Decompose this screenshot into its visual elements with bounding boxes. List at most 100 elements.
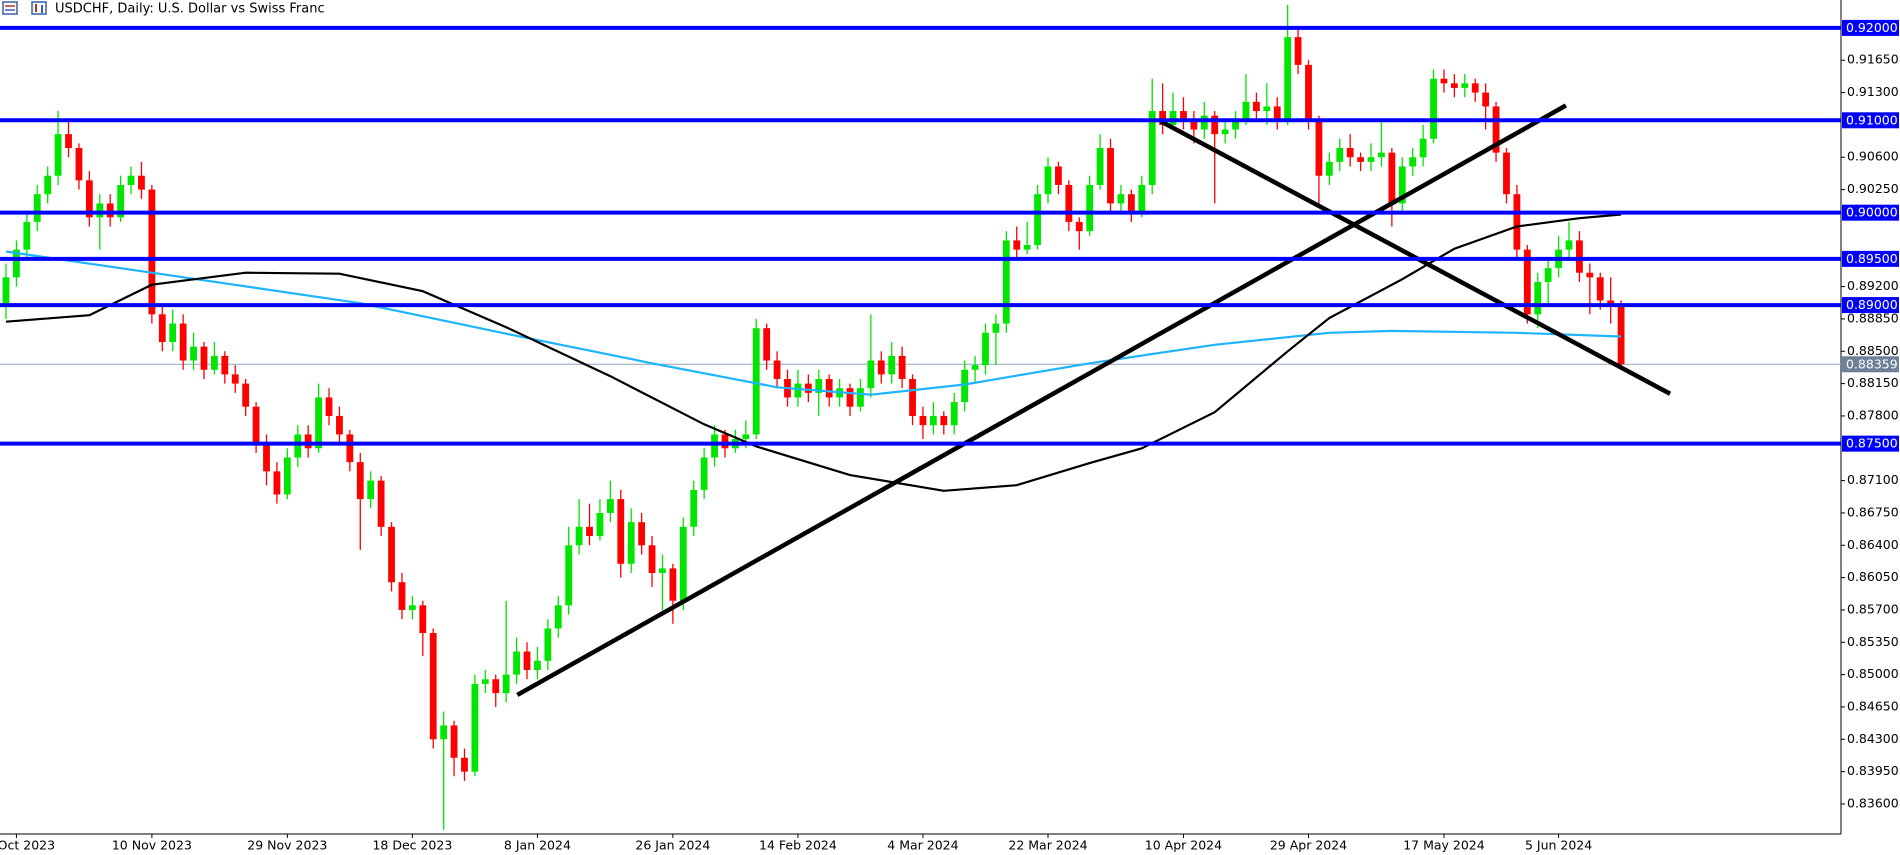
candle-body <box>846 388 854 407</box>
candle-body <box>1305 64 1312 121</box>
chart-title: USDCHF, Daily: U.S. Dollar vs Swiss Fran… <box>55 2 325 17</box>
y-tick-label: 0.91300 <box>1847 84 1899 99</box>
candle-body <box>367 480 375 500</box>
candle-body <box>669 568 677 601</box>
candle-body <box>1263 106 1271 112</box>
candle-body <box>252 406 260 444</box>
candle-body <box>857 388 864 407</box>
candle-body <box>429 633 437 740</box>
candle-body <box>440 725 448 740</box>
level-label-box <box>1842 250 1899 267</box>
candle-body <box>888 355 896 375</box>
candle-body <box>1117 194 1125 204</box>
candle-body <box>1211 115 1219 135</box>
moving-average <box>5 250 1622 396</box>
level-label-box <box>1842 19 1899 36</box>
candle-body <box>773 360 781 379</box>
candle-body <box>950 402 958 426</box>
y-tick-label: 0.90250 <box>1847 181 1899 196</box>
candle-body <box>54 134 62 176</box>
candle-body <box>481 679 489 684</box>
candle-body <box>1534 281 1542 315</box>
candle-body <box>377 480 385 527</box>
candle-body <box>513 651 520 675</box>
x-tick-label: 14 Feb 2024 <box>759 838 837 853</box>
icon <box>31 1 47 15</box>
candle-body <box>1565 240 1573 250</box>
candle-body <box>1596 277 1604 301</box>
candle-body <box>304 434 312 449</box>
y-tick-label: 0.88850 <box>1847 310 1899 325</box>
candle-body <box>1034 194 1041 246</box>
candle-body <box>65 134 72 149</box>
candle-body <box>1367 157 1375 162</box>
candle-body <box>1492 106 1500 153</box>
candle-body <box>1336 148 1344 162</box>
candle-body <box>877 360 885 375</box>
candle-body <box>138 175 145 190</box>
level-label: 0.92000 <box>1846 20 1898 35</box>
candle-body <box>596 512 604 537</box>
candle-body <box>992 323 1000 333</box>
candle-body <box>461 757 468 772</box>
candle-body <box>1023 245 1031 250</box>
candle-body <box>617 499 625 564</box>
candle-body <box>1346 148 1354 158</box>
level-label: 0.89500 <box>1846 251 1898 266</box>
candle-body <box>294 434 302 458</box>
x-tick-label: 5 Jun 2024 <box>1525 838 1592 853</box>
candle-body <box>398 582 406 610</box>
current-price-label: 0.88359 <box>1846 356 1898 371</box>
candle-body <box>804 383 812 393</box>
candle-body <box>1221 129 1229 135</box>
candle-body <box>148 189 156 315</box>
level-label: 0.90000 <box>1846 205 1898 220</box>
candle-body <box>273 471 281 495</box>
y-tick-label: 0.91650 <box>1847 52 1899 67</box>
candle-body <box>606 499 614 513</box>
y-tick-label: 0.90600 <box>1847 149 1899 164</box>
candle-body <box>1159 111 1167 125</box>
candle-body <box>940 415 948 426</box>
candle-body <box>44 175 52 195</box>
candle-body <box>1378 152 1385 158</box>
y-tick-label: 0.88150 <box>1847 375 1899 390</box>
candle-body <box>1044 166 1052 195</box>
title-icons <box>2 1 47 15</box>
x-tick-label: 8 Jan 2024 <box>504 838 571 853</box>
candle-body <box>1388 152 1396 204</box>
candle-body <box>586 526 593 537</box>
y-tick-label: 0.86050 <box>1847 569 1899 584</box>
candle-body <box>450 725 458 758</box>
candle-body <box>1107 148 1114 204</box>
candle-body <box>1200 115 1208 130</box>
candle-body <box>1086 184 1094 232</box>
candle-body <box>1096 148 1104 185</box>
candle-body <box>1471 83 1479 93</box>
x-tick-label: 10 Nov 2023 <box>112 838 192 853</box>
y-tick-label: 0.84650 <box>1847 698 1899 713</box>
y-tick-label: 0.87800 <box>1847 407 1899 422</box>
candle-body <box>544 628 552 661</box>
candle-body <box>263 443 270 472</box>
candle-body <box>982 332 989 366</box>
candle-body <box>408 605 416 610</box>
y-tick-label: 0.86750 <box>1847 504 1899 519</box>
candle-body <box>221 355 229 375</box>
candle-body <box>1013 240 1021 250</box>
candle-body <box>523 651 531 671</box>
candle-body <box>283 457 291 495</box>
candle-body <box>867 360 875 389</box>
x-tick-label: 18 Dec 2023 <box>372 838 452 853</box>
y-tick-label: 0.89200 <box>1847 278 1899 293</box>
candle-body <box>1138 184 1146 213</box>
candle-body <box>1065 184 1073 222</box>
candle-body <box>1075 221 1083 232</box>
candle-body <box>419 605 427 634</box>
candle-body <box>2 277 10 306</box>
candle-body <box>575 526 583 546</box>
candle-body <box>23 221 31 250</box>
x-tick-label: 17 May 2024 <box>1403 838 1485 853</box>
candle-body <box>565 545 573 606</box>
candle-body <box>1284 37 1292 121</box>
